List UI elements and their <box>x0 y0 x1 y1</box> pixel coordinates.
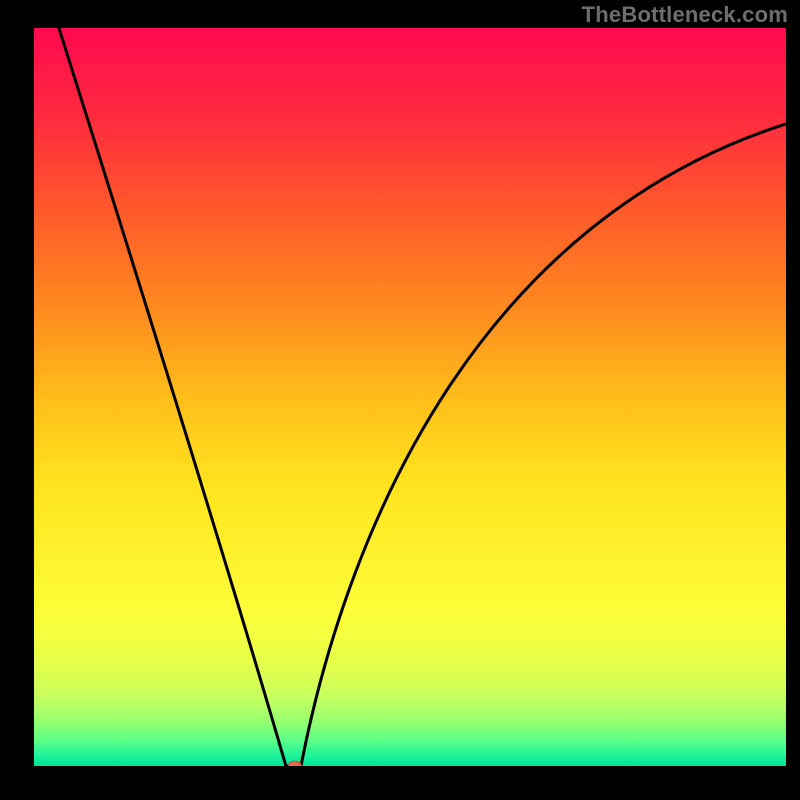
gradient-background <box>34 28 786 766</box>
watermark-text: TheBottleneck.com <box>582 2 788 28</box>
chart-frame: TheBottleneck.com <box>0 0 800 800</box>
bottleneck-chart <box>0 0 800 800</box>
